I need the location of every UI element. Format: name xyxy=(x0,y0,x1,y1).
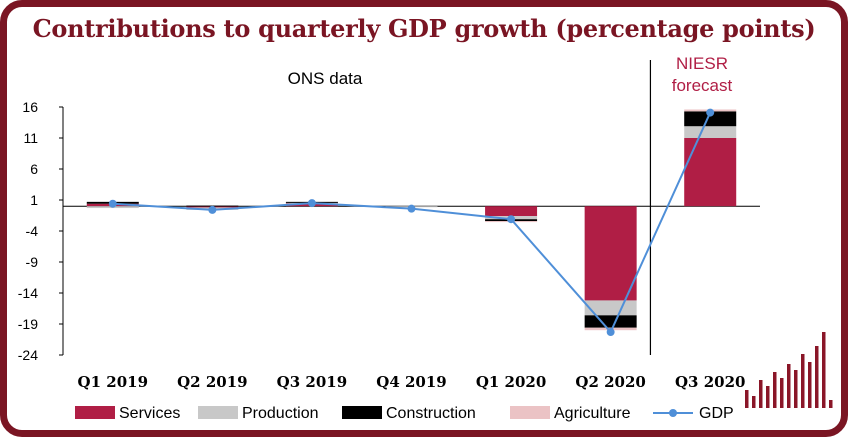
logo-bar xyxy=(745,390,749,408)
legend-label-gdp: GDP xyxy=(699,405,734,422)
logo-bar xyxy=(773,372,777,408)
logo-bar xyxy=(752,396,756,408)
ons-data-annotation: ONS data xyxy=(288,69,363,88)
legend-label-services: Services xyxy=(119,405,180,422)
x-category-label: Q1 2020 xyxy=(476,373,546,391)
bar-services-q1-2020 xyxy=(485,206,538,217)
y-tick-label: 6 xyxy=(30,161,38,177)
logo-bar xyxy=(801,354,805,408)
x-category-label: Q3 2019 xyxy=(277,373,347,391)
bar-services-q2-2020 xyxy=(584,206,637,301)
bar-construction-q2-2020 xyxy=(584,315,637,328)
y-tick-label: 11 xyxy=(23,130,38,146)
logo-bar xyxy=(759,380,763,408)
logo-bar xyxy=(829,400,833,408)
legend-swatch-agriculture xyxy=(510,406,550,419)
legend-swatch-services xyxy=(75,406,115,419)
logo-bar xyxy=(794,370,798,408)
bar-services-q3-2020 xyxy=(684,138,737,207)
chart-title: Contributions to quarterly GDP growth (p… xyxy=(32,14,816,43)
legend-label-agriculture: Agriculture xyxy=(554,405,631,422)
y-tick-label: 16 xyxy=(22,99,38,115)
y-tick-label: -19 xyxy=(18,316,38,332)
gdp-point-q1-2019 xyxy=(108,199,117,208)
x-category-label: Q3 2020 xyxy=(675,373,745,391)
bar-construction-q3-2020 xyxy=(684,111,737,127)
y-tick-label: -24 xyxy=(18,347,38,363)
x-category-label: Q1 2019 xyxy=(78,373,148,391)
bar-production-q2-2020 xyxy=(584,300,637,316)
y-tick-label: 1 xyxy=(30,192,38,208)
y-tick-label: -9 xyxy=(26,254,39,270)
legend-swatch-gdp-point xyxy=(669,409,677,417)
gdp-point-q1-2020 xyxy=(507,215,516,224)
logo-bar xyxy=(766,386,770,408)
gdp-point-q4-2019 xyxy=(407,204,416,213)
forecast-annotation: forecast xyxy=(672,76,733,95)
logo-bar xyxy=(815,346,819,408)
legend: Services Production Construction Agricultur… xyxy=(75,405,734,422)
niesr-annotation: NIESR xyxy=(676,54,728,73)
logo-bar xyxy=(780,378,784,408)
logo-bar xyxy=(822,332,826,408)
bar-production-q3-2020 xyxy=(684,126,737,138)
labels-layer: Q1 2019 Q2 2019 Q3 2019 Q4 2019 Q1 2020 Q2 20… xyxy=(78,54,746,391)
niesr-logo-bars xyxy=(745,332,833,408)
y-tick-label: -14 xyxy=(18,285,38,301)
gdp-line-layer xyxy=(108,108,715,337)
x-category-label: Q2 2020 xyxy=(575,373,645,391)
logo-bar xyxy=(787,364,791,408)
gdp-point-q2-2019 xyxy=(208,205,217,214)
logo-bar xyxy=(808,362,812,408)
y-tick-label: -4 xyxy=(26,223,39,239)
x-category-label: Q2 2019 xyxy=(177,373,247,391)
axis-layer: 16 11 6 1 -4 -9 -14 -19 -24 xyxy=(18,60,760,363)
gdp-point-q3-2019 xyxy=(307,199,316,208)
legend-label-production: Production xyxy=(242,405,319,422)
legend-swatch-production xyxy=(198,406,238,419)
legend-swatch-construction xyxy=(342,406,382,419)
gdp-point-q2-2020 xyxy=(606,328,615,337)
bars-layer xyxy=(86,109,737,331)
gdp-point-q3-2020 xyxy=(706,108,715,117)
x-category-label: Q4 2019 xyxy=(376,373,446,391)
legend-label-construction: Construction xyxy=(386,405,476,422)
